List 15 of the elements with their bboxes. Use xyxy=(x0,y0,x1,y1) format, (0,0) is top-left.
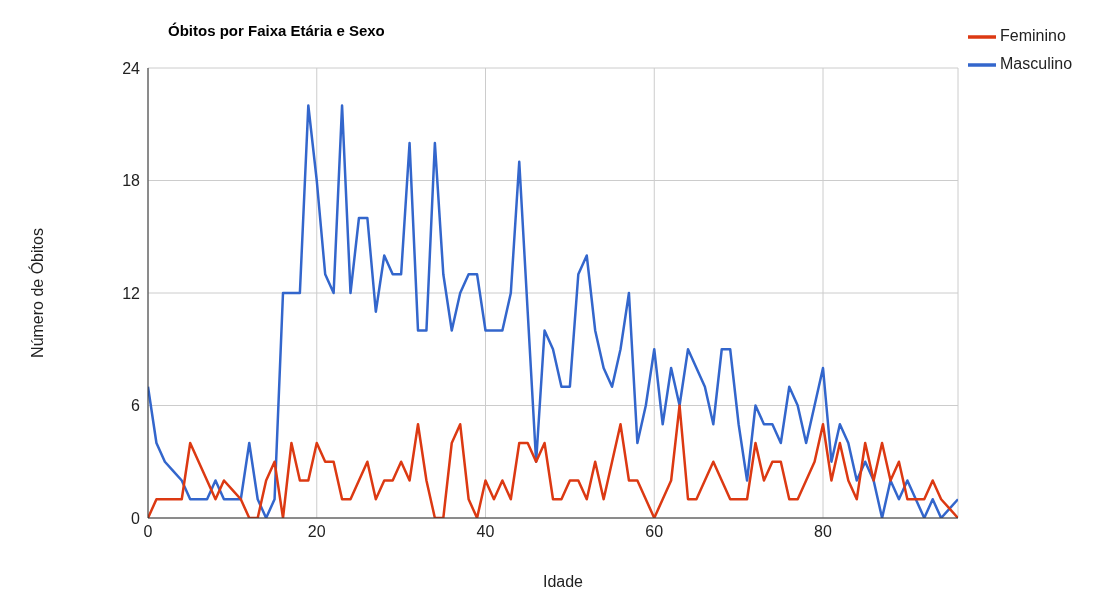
y-tick-label: 18 xyxy=(122,172,141,190)
y-tick-label: 24 xyxy=(122,59,141,77)
legend-label: Feminino xyxy=(1000,27,1066,45)
x-tick-label: 0 xyxy=(143,523,153,541)
y-axis-title: Número de Óbitos xyxy=(29,228,47,358)
legend-label: Masculino xyxy=(1000,55,1073,73)
x-tick-label: 60 xyxy=(645,523,664,541)
y-tick-label: 6 xyxy=(131,397,141,415)
x-tick-label: 80 xyxy=(814,523,832,541)
x-tick-label: 40 xyxy=(476,523,495,541)
y-tick-label: 0 xyxy=(131,509,141,527)
chart-title: Óbitos por Faixa Etária e Sexo xyxy=(168,22,385,39)
x-tick-label: 20 xyxy=(307,523,326,541)
y-tick-label: 12 xyxy=(122,284,141,302)
x-axis-title: Idade xyxy=(541,573,584,591)
